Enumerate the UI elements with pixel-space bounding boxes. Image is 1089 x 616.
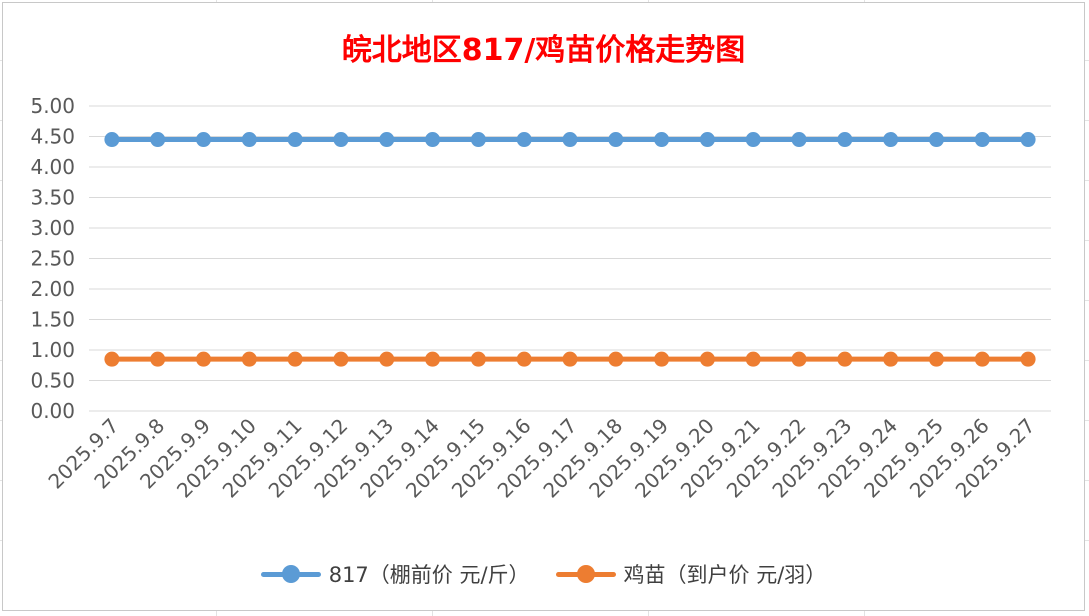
data-point [196, 132, 212, 148]
data-point [837, 351, 853, 367]
data-point [745, 351, 761, 367]
data-point [287, 351, 303, 367]
data-point [974, 132, 990, 148]
data-point [470, 351, 486, 367]
legend-marker [555, 564, 616, 584]
y-tick-label: 2.50 [30, 247, 75, 271]
plot-area: 0.00 0.50 1.00 1.50 2.00 2.50 3.00 3.50 4.00 4.50… [30, 94, 1051, 503]
y-tick-label: 3.00 [30, 216, 75, 240]
data-point [654, 351, 670, 367]
y-tick-label: 5.00 [30, 94, 75, 118]
data-point [974, 351, 990, 367]
data-point [883, 132, 899, 148]
legend-label: 鸡苗（到户价 元/羽） [623, 563, 827, 587]
data-point [150, 351, 166, 367]
data-point [562, 351, 578, 367]
data-point [196, 351, 212, 367]
data-point [333, 351, 349, 367]
data-point [791, 132, 807, 148]
data-point [333, 132, 349, 148]
data-point [654, 132, 670, 148]
data-point [516, 132, 532, 148]
data-point [608, 132, 624, 148]
data-point [608, 351, 624, 367]
legend-marker [260, 564, 321, 584]
legend-item: 鸡苗（到户价 元/羽） [555, 559, 827, 589]
data-point [241, 132, 257, 148]
data-point [379, 351, 395, 367]
y-tick-label: 0.00 [30, 399, 75, 423]
data-point [425, 132, 441, 148]
legend-label: 817（棚前价 元/斤） [328, 563, 530, 587]
data-point [1020, 351, 1036, 367]
data-point [1020, 132, 1036, 148]
y-tick-label: 0.50 [30, 369, 75, 393]
y-tick-label: 1.50 [30, 308, 75, 332]
data-point [928, 132, 944, 148]
data-point [699, 351, 715, 367]
data-point [791, 351, 807, 367]
data-point [562, 132, 578, 148]
data-point [379, 132, 395, 148]
y-tick-label: 4.50 [30, 125, 75, 149]
data-point [150, 132, 166, 148]
data-point [928, 351, 944, 367]
data-point [104, 351, 120, 367]
chart-title: 皖北地区817/鸡苗价格走势图 [341, 33, 746, 68]
data-point [287, 132, 303, 148]
legend-item: 817（棚前价 元/斤） [260, 559, 530, 589]
data-point [699, 132, 715, 148]
data-point [837, 132, 853, 148]
legend: 817（棚前价 元/斤） 鸡苗（到户价 元/羽） [3, 559, 1084, 589]
data-point [745, 132, 761, 148]
data-point [470, 132, 486, 148]
data-point [104, 132, 120, 148]
data-point [241, 351, 257, 367]
data-point [516, 351, 532, 367]
y-tick-label: 3.50 [30, 186, 75, 210]
y-tick-label: 4.00 [30, 155, 75, 179]
data-point [883, 351, 899, 367]
data-point [425, 351, 441, 367]
y-tick-label: 2.00 [30, 277, 75, 301]
y-tick-label: 1.00 [30, 338, 75, 362]
